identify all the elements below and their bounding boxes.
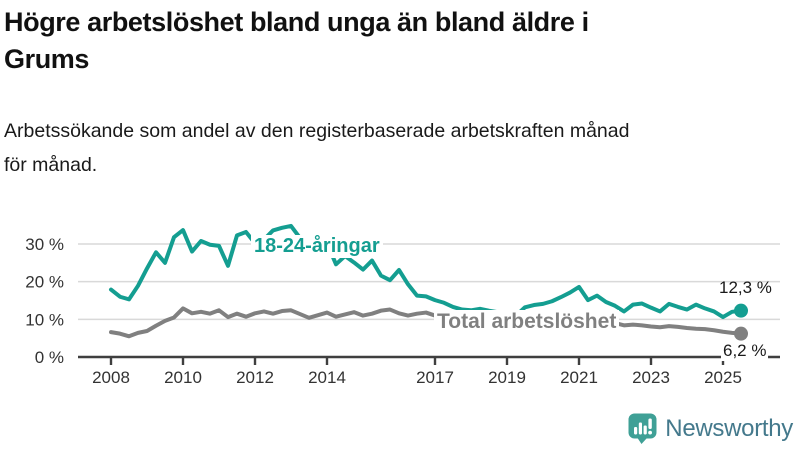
title-line-2: Grums [4, 44, 90, 74]
title-line-1: Högre arbetslöshet bland unga än bland ä… [4, 7, 589, 37]
svg-text:20 %: 20 % [25, 273, 64, 292]
speech-bubble-bar-chart-icon [628, 413, 657, 444]
svg-text:0 %: 0 % [35, 348, 64, 367]
svg-text:2021: 2021 [560, 368, 598, 387]
chart-subtitle: Arbetssökande som andel av den registerb… [4, 114, 796, 182]
end-value-label-total: 6,2 % [721, 341, 769, 361]
x-axis: 2008 2010 2012 2014 2017 2019 2021 2023 2025 [78, 355, 780, 387]
svg-text:2025: 2025 [704, 368, 742, 387]
newsworthy-logo: Newsworthy [628, 413, 793, 444]
series-line-0 [109, 223, 748, 320]
series-end-dot-1 [734, 326, 748, 341]
svg-text:2017: 2017 [416, 368, 454, 387]
subtitle-line-2: för månad. [4, 154, 98, 176]
svg-text:30 %: 30 % [25, 235, 64, 254]
series-line-1 [109, 306, 748, 341]
svg-text:10 %: 10 % [25, 310, 64, 329]
series-label-total: Total arbetslöshet [434, 310, 620, 334]
svg-text:2014: 2014 [308, 368, 346, 387]
brand-wordmark: Newsworthy [665, 414, 793, 442]
svg-text:2008: 2008 [92, 368, 130, 387]
svg-text:2012: 2012 [236, 368, 274, 387]
series-label-young: 18-24-åringar [251, 235, 383, 258]
y-axis-labels: 0 % 10 % 20 % 30 % [25, 235, 64, 367]
subtitle-line-1: Arbetssökande som andel av den registerb… [4, 120, 630, 142]
svg-text:2019: 2019 [488, 368, 526, 387]
page-title: Högre arbetslöshet bland unga än bland ä… [4, 4, 796, 78]
svg-text:2023: 2023 [632, 368, 670, 387]
gridlines [78, 243, 780, 321]
series-end-dot-0 [734, 303, 748, 318]
svg-text:2010: 2010 [164, 368, 202, 387]
end-value-label-young: 12,3 % [719, 278, 772, 297]
